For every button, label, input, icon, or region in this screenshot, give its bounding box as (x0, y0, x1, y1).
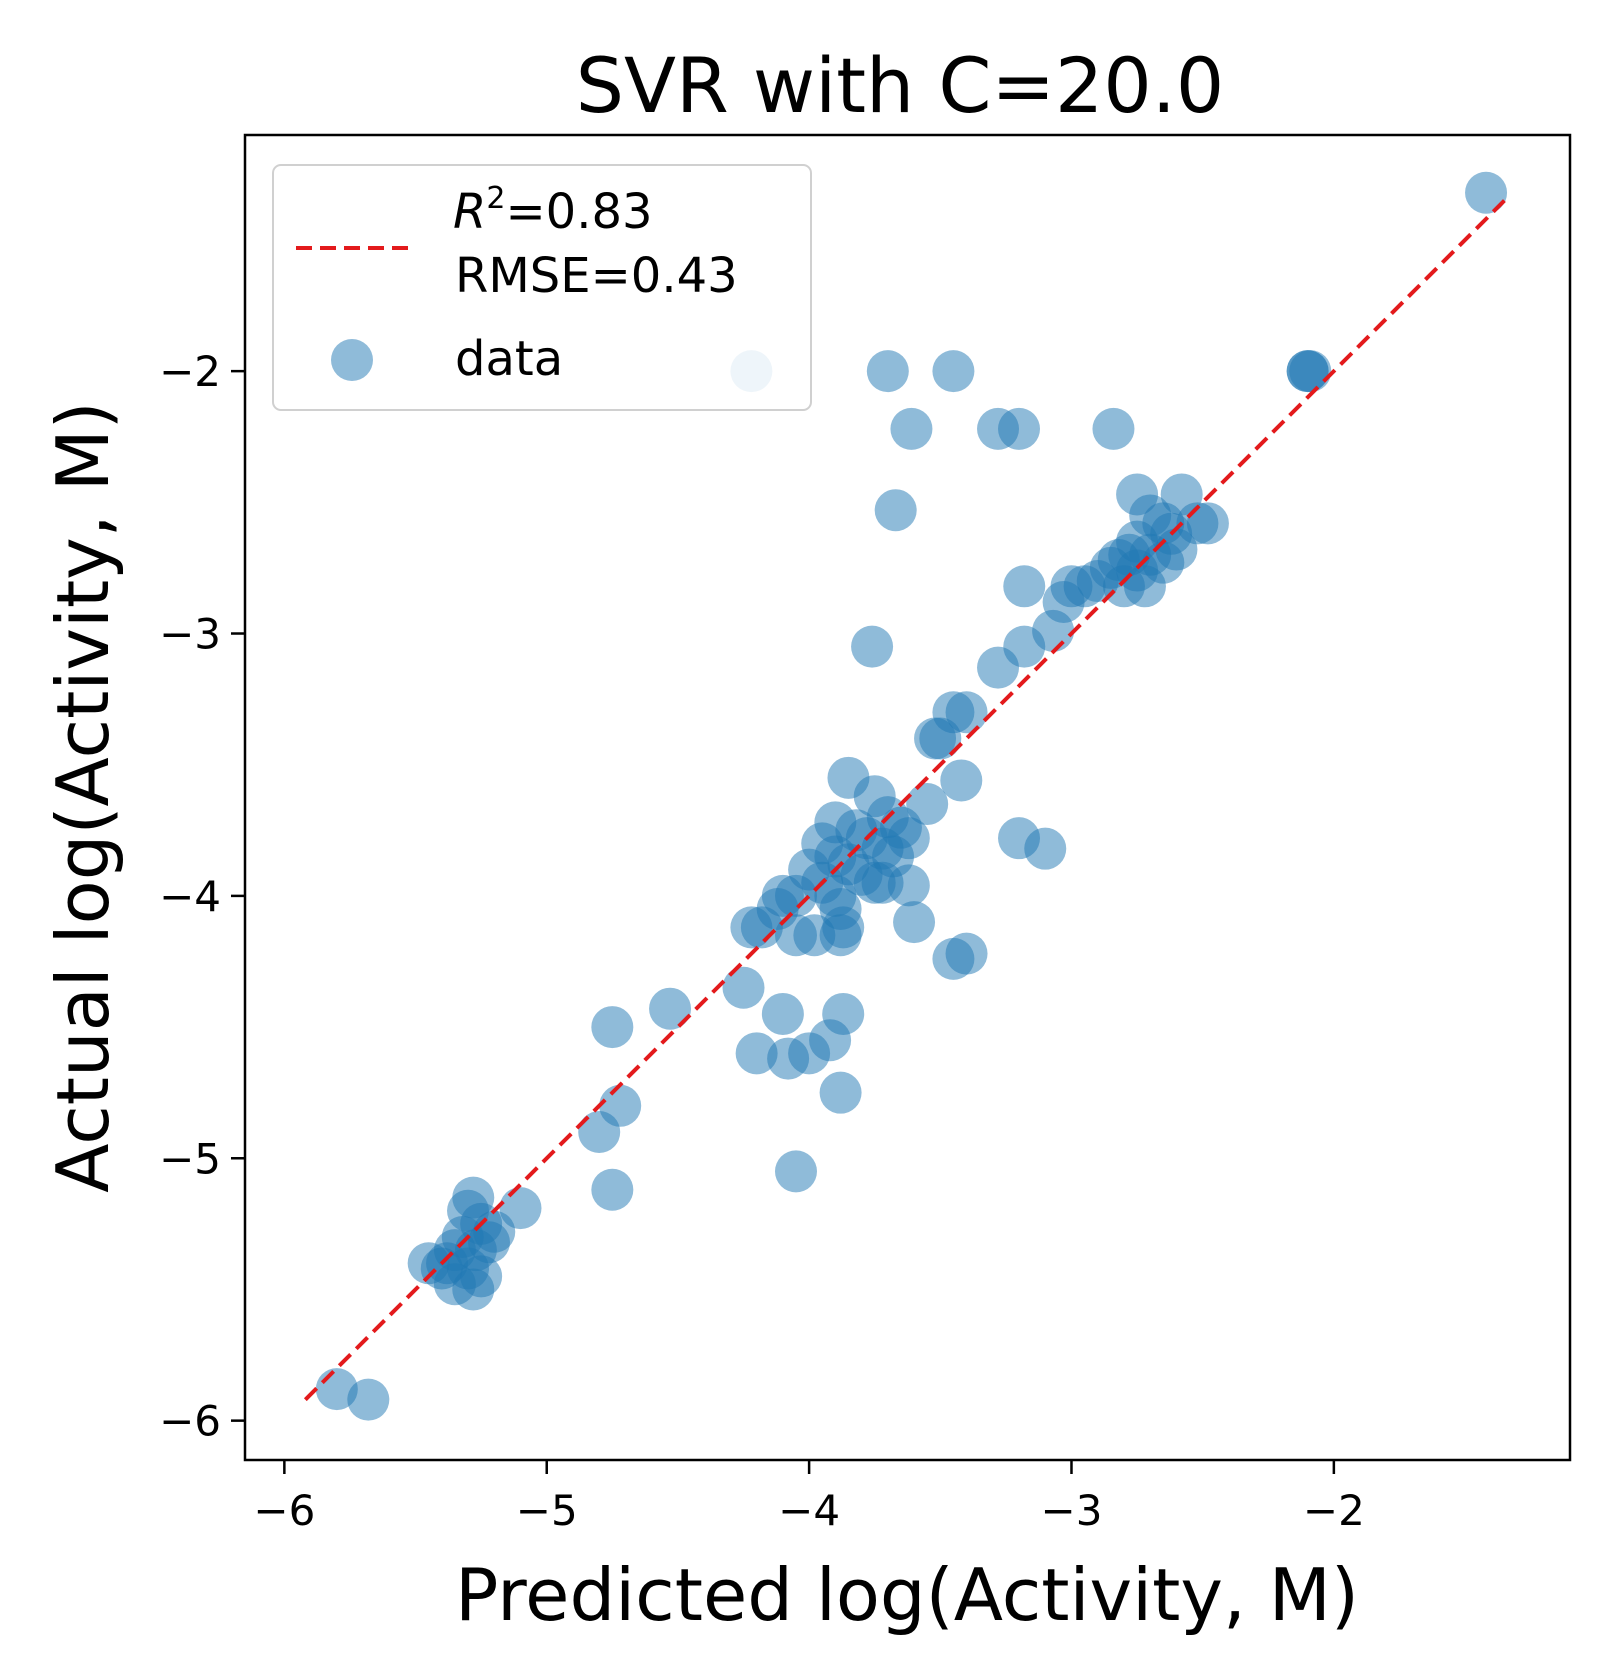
data-point (649, 987, 692, 1030)
data-point (887, 864, 930, 907)
data-point (1186, 502, 1229, 545)
legend: R2=0.83 RMSE=0.43 data (272, 164, 812, 411)
data-point (919, 717, 962, 760)
data-point (1003, 565, 1046, 608)
data-point (591, 1006, 634, 1049)
chart-title: SVR with C=20.0 (576, 41, 1225, 130)
data-point (1289, 350, 1332, 393)
data-point (1123, 565, 1166, 608)
data-point (591, 1168, 634, 1211)
x-axis-label: Predicted log(Activity, M) (455, 1553, 1359, 1637)
data-point (722, 966, 765, 1009)
data-point (735, 1032, 778, 1075)
data-point (1465, 171, 1508, 214)
legend-r2-text: R2=0.83 (453, 181, 653, 240)
data-point (874, 489, 917, 532)
data-point (761, 992, 804, 1035)
data-point (774, 1150, 817, 1193)
data-point (822, 906, 865, 949)
data-point (977, 646, 1020, 689)
y-tick-label: −2 (159, 347, 221, 396)
fit-line-layer (303, 199, 1506, 1402)
data-point (945, 932, 988, 975)
data-point (809, 1019, 852, 1062)
legend-r2-value: =0.83 (505, 184, 652, 240)
fit-line (303, 199, 1506, 1402)
data-point (940, 759, 983, 802)
x-tick-label: −5 (516, 1486, 578, 1535)
axis-ticks: −6 −5 −4 −3 −2 −6 −5 −4 −3 −2 (159, 347, 1365, 1535)
data-point (893, 901, 936, 944)
data-point (1092, 407, 1135, 450)
data-point (866, 350, 909, 393)
data-point (819, 1071, 862, 1114)
legend-r2-symbol: R (453, 184, 486, 240)
legend-box (272, 164, 812, 411)
legend-data-label: data (455, 331, 563, 387)
legend-rmse-text: RMSE=0.43 (455, 248, 738, 304)
data-point (932, 350, 975, 393)
data-point (890, 407, 933, 450)
legend-r2-exponent: 2 (486, 181, 505, 216)
y-tick-label: −4 (159, 872, 221, 921)
data-point (347, 1378, 390, 1421)
y-tick-label: −6 (159, 1397, 221, 1446)
legend-data-marker (331, 339, 373, 381)
data-point (1024, 827, 1067, 870)
data-point (740, 906, 783, 949)
data-point (499, 1187, 542, 1230)
x-tick-label: −3 (1041, 1486, 1103, 1535)
y-tick-label: −3 (159, 610, 221, 659)
data-points (315, 171, 1508, 1421)
x-tick-label: −2 (1303, 1486, 1365, 1535)
data-point (578, 1111, 621, 1154)
x-tick-label: −6 (253, 1486, 315, 1535)
data-point (998, 407, 1041, 450)
data-point (851, 625, 894, 668)
x-tick-label: −4 (778, 1486, 840, 1535)
y-tick-label: −5 (159, 1134, 221, 1183)
data-point (452, 1268, 495, 1311)
plot-frame (243, 133, 1572, 1462)
y-axis-label: Actual log(Activity, M) (41, 401, 125, 1193)
